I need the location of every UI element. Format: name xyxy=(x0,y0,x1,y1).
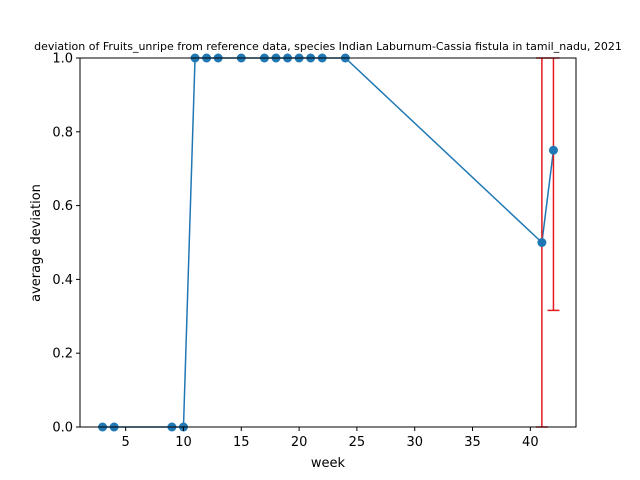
y-tick-label: 0.4 xyxy=(52,273,73,288)
data-point xyxy=(548,145,558,155)
y-tick-label: 0.6 xyxy=(52,199,73,214)
y-axis-label: average deviation xyxy=(29,184,44,302)
x-tick-label: 5 xyxy=(122,435,130,450)
chart-title: deviation of Fruits_unripe from referenc… xyxy=(34,40,622,53)
y-tick-label: 0.2 xyxy=(52,347,73,362)
x-axis-label: week xyxy=(311,456,346,471)
data-point xyxy=(537,238,547,247)
y-tick-label: 1.0 xyxy=(52,52,73,67)
x-tick-label: 25 xyxy=(349,435,366,450)
x-tick-label: 40 xyxy=(522,435,539,450)
axes-frame xyxy=(79,57,577,428)
series-line xyxy=(102,57,555,428)
plot-area: 5 10 15 20 25 30 35 40 0.0 0.2 0.4 0.6 0.8 1.0 xyxy=(52,52,577,450)
y-tick-label: 0.0 xyxy=(52,421,73,436)
y-tick-label: 0.8 xyxy=(52,125,73,140)
x-tick-label: 35 xyxy=(464,435,481,450)
x-tick-label: 30 xyxy=(406,435,423,450)
x-tick-label: 15 xyxy=(233,435,250,450)
x-tick-label: 20 xyxy=(291,435,308,450)
x-tick-label: 10 xyxy=(175,435,192,450)
